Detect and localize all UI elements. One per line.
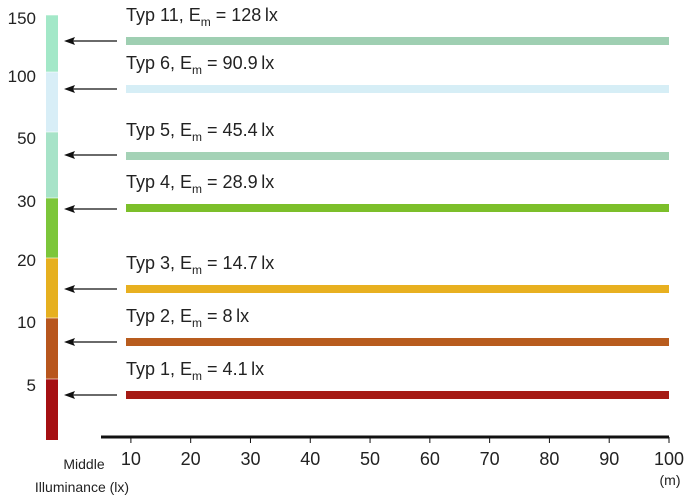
type-label: Typ 5, Em = 45.4 lx [126,120,274,144]
type-label: Typ 3, Em = 14.7 lx [126,253,274,277]
level-arrow-head [64,205,75,213]
illuminance-scale-labels: 5 10 20 30 50 100 150 [8,9,36,395]
type-bar [126,204,669,212]
scale-band-30 [46,198,58,258]
scale-tick-label: 5 [27,376,36,395]
x-axis-unit: (m) [660,472,681,488]
scale-band-100 [46,72,58,132]
scale-band-10 [46,318,58,379]
scale-tick-label: 20 [17,251,36,270]
scale-caption-line2: Illuminance (lx) [35,479,129,495]
type-label: Typ 11, Em = 128 lx [126,5,278,29]
scale-tick-label: 10 [17,313,36,332]
x-axis: 10 20 30 40 50 60 70 80 90 100 [101,435,684,469]
illuminance-scale-bar [46,14,58,440]
type-labels: Typ 11, Em = 128 lx Typ 6, Em = 90.9 lx Ty… [126,5,278,383]
x-tick-label: 30 [240,449,260,469]
level-arrow-head [64,151,75,159]
x-tick-label: 20 [181,449,201,469]
type-label: Typ 2, Em = 8 lx [126,306,249,330]
scale-tick-label: 100 [8,67,36,86]
x-tick-label: 80 [539,449,559,469]
scale-band-5 [46,379,58,440]
type-bar [126,285,669,293]
x-tick-label: 60 [420,449,440,469]
type-bar [126,85,669,93]
scale-caption-line1: Middle [63,456,104,472]
x-tick-label: 10 [121,449,141,469]
scale-tick-label: 50 [17,129,36,148]
level-arrow-head [64,85,75,93]
x-tick-label: 40 [300,449,320,469]
type-label: Typ 6, Em = 90.9 lx [126,53,274,77]
type-bars [126,37,669,399]
type-bar [126,391,669,399]
level-arrow-head [64,37,75,45]
x-tick-label: 100 [654,449,684,469]
type-bar [126,152,669,160]
level-arrows [64,37,117,399]
x-tick-label: 70 [480,449,500,469]
type-bar [126,338,669,346]
type-label: Typ 1, Em = 4.1 lx [126,359,264,383]
scale-tick-label: 30 [17,192,36,211]
type-label: Typ 4, Em = 28.9 lx [126,172,274,196]
x-tick-label: 90 [599,449,619,469]
x-tick-label: 50 [360,449,380,469]
level-arrow-head [64,391,75,399]
level-arrow-head [64,338,75,346]
scale-tick-label: 150 [8,9,36,28]
scale-band-20 [46,258,58,318]
scale-band-50 [46,132,58,198]
type-bar [126,37,669,45]
scale-band-150 [46,15,58,72]
level-arrow-head [64,285,75,293]
